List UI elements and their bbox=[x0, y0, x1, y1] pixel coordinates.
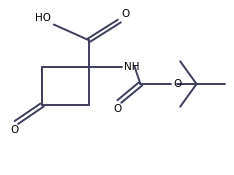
Text: HO: HO bbox=[36, 13, 51, 23]
Text: O: O bbox=[122, 9, 130, 19]
Text: O: O bbox=[113, 104, 121, 114]
Text: O: O bbox=[10, 125, 18, 135]
Text: NH: NH bbox=[124, 61, 139, 72]
Text: O: O bbox=[173, 79, 181, 89]
